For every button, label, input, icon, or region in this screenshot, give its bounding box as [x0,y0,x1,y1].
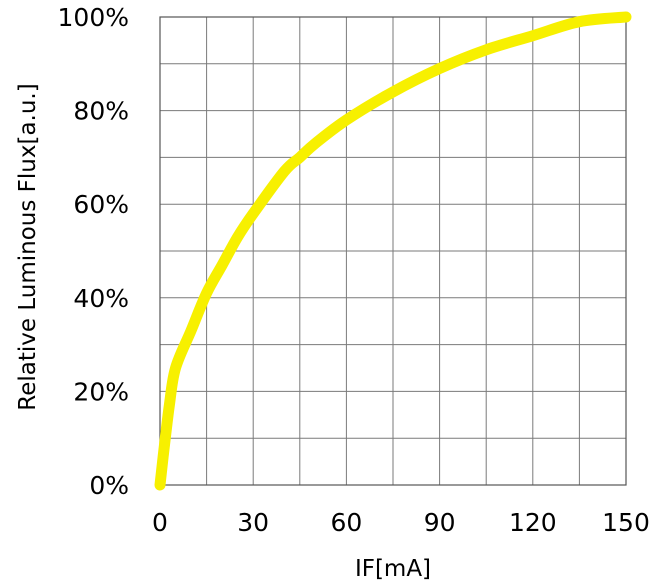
x-axis-title: IF[mA] [355,556,431,582]
x-tick-label: 30 [237,508,269,537]
grid [160,17,626,485]
x-tick-label: 60 [330,508,362,537]
y-tick-label: 0% [89,471,129,500]
series-layer [154,11,632,491]
x-tick-label: 120 [509,508,557,537]
series-line [154,11,632,491]
y-tick-labels: 0% 20% 40% 60% 80% 100% [58,3,129,500]
x-tick-label: 90 [424,508,456,537]
x-tick-label: 0 [152,508,168,537]
y-tick-label: 100% [58,3,129,32]
plot-area-border [159,16,627,486]
x-tick-label: 150 [602,508,650,537]
y-tick-label: 80% [73,97,129,126]
y-axis-title: Relative Luminous Flux[a.u.] [15,83,41,410]
y-tick-label: 20% [73,377,129,406]
x-tick-labels: 0 30 60 90 120 150 [152,508,650,537]
y-tick-label: 40% [73,284,129,313]
y-tick-label: 60% [73,190,129,219]
